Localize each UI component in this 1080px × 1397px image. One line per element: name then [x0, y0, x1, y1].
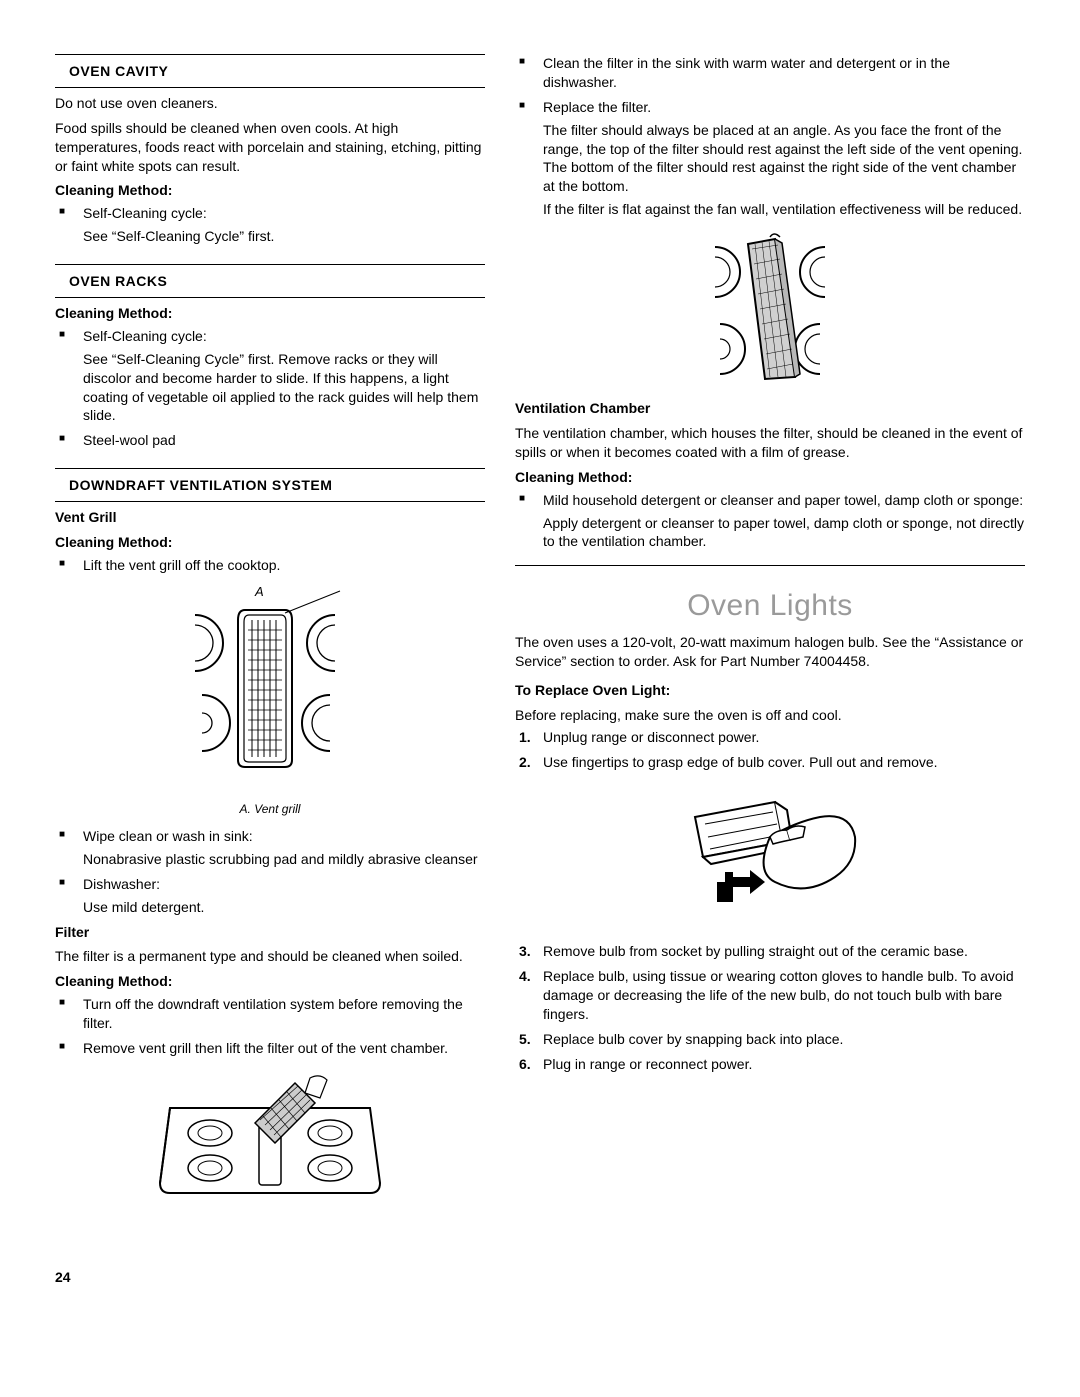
label-cleaning-method: Cleaning Method:: [515, 468, 1025, 487]
text: The oven uses a 120-volt, 20-watt maximu…: [515, 633, 1025, 671]
text: Do not use oven cleaners.: [55, 94, 485, 113]
list: Lift the vent grill off the cooktop.: [55, 556, 485, 575]
label-filter: Filter: [55, 923, 485, 942]
figure-bulb-cover: [515, 782, 1025, 932]
list-item: Wipe clean or wash in sink: Nonabrasive …: [55, 827, 485, 869]
text: Nonabrasive plastic scrubbing pad and mi…: [83, 850, 485, 869]
list-item: Lift the vent grill off the cooktop.: [55, 556, 485, 575]
rule: [515, 565, 1025, 566]
rule: [55, 54, 485, 55]
rule: [55, 468, 485, 469]
filter-remove-diagram-icon: [155, 1068, 385, 1208]
list-item: Self-Cleaning cycle: See “Self-Cleaning …: [55, 327, 485, 425]
text: Steel-wool pad: [83, 432, 176, 448]
list-item: Use fingertips to grasp edge of bulb cov…: [515, 753, 1025, 772]
list-item: Unplug range or disconnect power.: [515, 728, 1025, 747]
list: Self-Cleaning cycle: See “Self-Cleaning …: [55, 204, 485, 246]
list-item: Remove vent grill then lift the filter o…: [55, 1039, 485, 1058]
text: Mild household detergent or cleanser and…: [543, 492, 1023, 508]
list-item: Steel-wool pad: [55, 431, 485, 450]
text: See “Self-Cleaning Cycle” first. Remove …: [83, 350, 485, 426]
list-item: Self-Cleaning cycle: See “Self-Cleaning …: [55, 204, 485, 246]
list: Mild household detergent or cleanser and…: [515, 491, 1025, 552]
figure-caption: A. Vent grill: [55, 801, 485, 817]
right-column: Clean the filter in the sink with warm w…: [515, 50, 1025, 1287]
label-vent-grill: Vent Grill: [55, 508, 485, 527]
text: Apply detergent or cleanser to paper tow…: [543, 514, 1025, 552]
text: Self-Cleaning cycle:: [83, 328, 207, 344]
page-number: 24: [55, 1268, 485, 1287]
label-cleaning-method: Cleaning Method:: [55, 972, 485, 991]
page-columns: OVEN CAVITY Do not use oven cleaners. Fo…: [55, 50, 1025, 1287]
heading-ventilation-chamber: Ventilation Chamber: [515, 399, 1025, 418]
list: Clean the filter in the sink with warm w…: [515, 54, 1025, 219]
rule: [55, 297, 485, 298]
text: Turn off the downdraft ventilation syste…: [83, 996, 463, 1031]
rule: [55, 264, 485, 265]
figure-filter-remove: [55, 1068, 485, 1208]
heading-downdraft: DOWNDRAFT VENTILATION SYSTEM: [55, 473, 485, 497]
heading-oven-cavity: OVEN CAVITY: [55, 59, 485, 83]
text: The filter should always be placed at an…: [543, 121, 1025, 197]
rule: [55, 501, 485, 502]
list-item: Mild household detergent or cleanser and…: [515, 491, 1025, 552]
left-column: OVEN CAVITY Do not use oven cleaners. Fo…: [55, 50, 485, 1287]
text: Clean the filter in the sink with warm w…: [543, 55, 950, 90]
list: Wipe clean or wash in sink: Nonabrasive …: [55, 827, 485, 917]
list-item: Replace bulb cover by snapping back into…: [515, 1030, 1025, 1049]
vent-grill-diagram-icon: [140, 585, 400, 795]
list-item: Replace the filter. The filter should al…: [515, 98, 1025, 219]
list-item: Remove bulb from socket by pulling strai…: [515, 942, 1025, 961]
list: Turn off the downdraft ventilation syste…: [55, 995, 485, 1058]
figure-filter-angle: [515, 229, 1025, 389]
text: Replace bulb, using tissue or wearing co…: [543, 968, 1014, 1022]
text: Remove bulb from socket by pulling strai…: [543, 943, 968, 959]
text: Use fingertips to grasp edge of bulb cov…: [543, 754, 938, 770]
heading-oven-racks: OVEN RACKS: [55, 269, 485, 293]
list-item: Turn off the downdraft ventilation syste…: [55, 995, 485, 1033]
text: Unplug range or disconnect power.: [543, 729, 759, 745]
text: See “Self-Cleaning Cycle” first.: [83, 227, 485, 246]
steps-list-cont: Remove bulb from socket by pulling strai…: [515, 942, 1025, 1073]
figure-vent-grill: A A. Vent grill: [55, 585, 485, 817]
text: Food spills should be cleaned when oven …: [55, 119, 485, 176]
text: Use mild detergent.: [83, 898, 485, 917]
text: Dishwasher:: [83, 876, 160, 892]
list-item: Replace bulb, using tissue or wearing co…: [515, 967, 1025, 1024]
list-item: Plug in range or reconnect power.: [515, 1055, 1025, 1074]
text: Replace bulb cover by snapping back into…: [543, 1031, 843, 1047]
bulb-cover-diagram-icon: [675, 782, 865, 932]
text: Lift the vent grill off the cooktop.: [83, 557, 280, 573]
rule: [55, 87, 485, 88]
figure-label-a: A: [255, 583, 264, 601]
text: If the filter is flat against the fan wa…: [543, 200, 1025, 219]
heading-replace-oven-light: To Replace Oven Light:: [515, 681, 1025, 700]
list-item: Dishwasher: Use mild detergent.: [55, 875, 485, 917]
list: Self-Cleaning cycle: See “Self-Cleaning …: [55, 327, 485, 450]
text: Remove vent grill then lift the filter o…: [83, 1040, 448, 1056]
label-cleaning-method: Cleaning Method:: [55, 304, 485, 323]
text: The ventilation chamber, which houses th…: [515, 424, 1025, 462]
label-cleaning-method: Cleaning Method:: [55, 533, 485, 552]
label-cleaning-method: Cleaning Method:: [55, 181, 485, 200]
text: Wipe clean or wash in sink:: [83, 828, 253, 844]
title-oven-lights: Oven Lights: [515, 586, 1025, 627]
text: Before replacing, make sure the oven is …: [515, 706, 1025, 725]
steps-list: Unplug range or disconnect power. Use fi…: [515, 728, 1025, 772]
text: Replace the filter.: [543, 99, 651, 115]
filter-angle-diagram-icon: [670, 229, 870, 389]
text: The filter is a permanent type and shoul…: [55, 947, 485, 966]
list-item: Clean the filter in the sink with warm w…: [515, 54, 1025, 92]
text: Plug in range or reconnect power.: [543, 1056, 752, 1072]
text: Self-Cleaning cycle:: [83, 205, 207, 221]
